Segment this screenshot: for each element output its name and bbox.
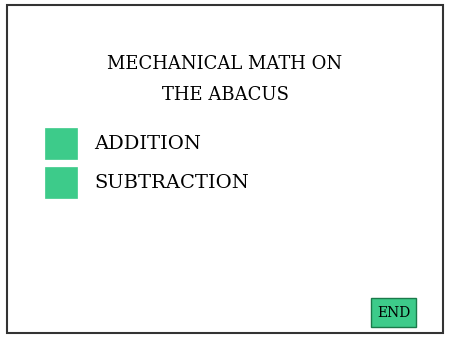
Text: END: END — [377, 306, 410, 320]
Text: MECHANICAL MATH ON: MECHANICAL MATH ON — [108, 55, 342, 73]
Text: ADDITION: ADDITION — [94, 135, 202, 153]
Text: SUBTRACTION: SUBTRACTION — [94, 173, 249, 192]
FancyBboxPatch shape — [371, 298, 416, 327]
FancyBboxPatch shape — [7, 5, 443, 333]
FancyBboxPatch shape — [45, 128, 76, 159]
FancyBboxPatch shape — [45, 167, 76, 198]
Text: THE ABACUS: THE ABACUS — [162, 86, 288, 104]
